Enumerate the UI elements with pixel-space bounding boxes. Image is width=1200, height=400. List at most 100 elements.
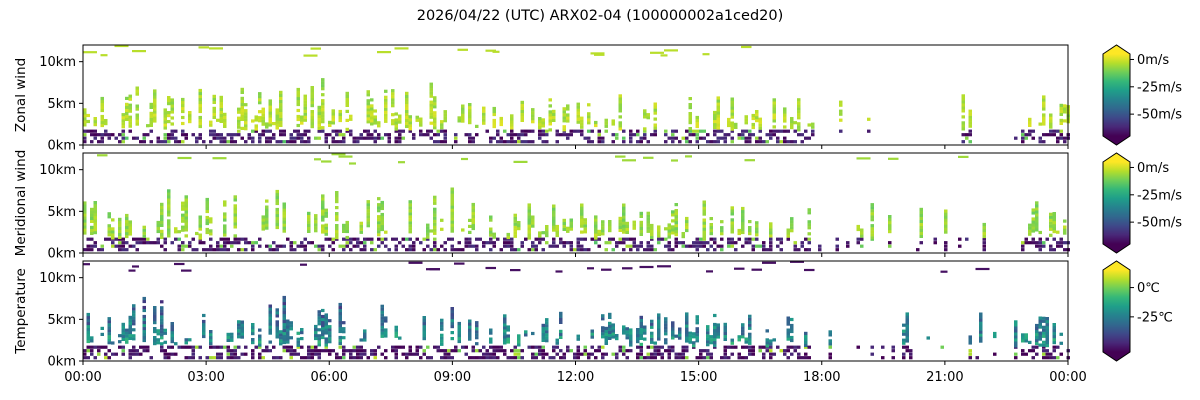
heatmap-cell <box>545 330 549 334</box>
heatmap-cell <box>160 315 164 319</box>
heatmap-cell <box>625 227 629 231</box>
heatmap-cell <box>968 121 972 125</box>
heatmap-cell <box>919 234 923 238</box>
heatmap-cell <box>909 356 913 360</box>
heatmap-cell <box>195 140 199 144</box>
heatmap-cell <box>569 224 573 228</box>
heatmap-cell <box>90 244 94 248</box>
heatmap-cell <box>1042 343 1046 347</box>
heatmap-cell <box>258 110 262 114</box>
heatmap-cell <box>464 244 468 248</box>
heatmap-cell <box>121 113 125 117</box>
heatmap-cell <box>181 129 185 133</box>
heatmap-cell <box>321 102 325 106</box>
heatmap-cell <box>408 115 412 119</box>
heatmap-cell <box>1063 248 1067 252</box>
heatmap-cell <box>107 329 111 333</box>
heatmap-cell <box>513 345 517 349</box>
heatmap-cell <box>520 100 524 104</box>
heatmap-cell <box>345 241 349 245</box>
heatmap-cell <box>552 207 556 211</box>
heatmap-cell <box>142 345 146 349</box>
heatmap-cell <box>170 101 174 105</box>
heatmap-cell <box>783 113 787 117</box>
heatmap-cell <box>275 332 279 336</box>
heatmap-cell <box>338 317 342 322</box>
heatmap-cell <box>139 352 143 356</box>
heatmap-cell <box>223 115 227 119</box>
heatmap-cell <box>639 223 643 227</box>
heatmap-cell <box>160 345 164 349</box>
heatmap-cell <box>468 106 472 110</box>
heatmap-cell <box>748 349 752 353</box>
heatmap-cell <box>657 225 661 229</box>
heatmap-cell <box>251 329 255 333</box>
heatmap-cell <box>142 136 146 140</box>
heatmap-cell <box>335 230 339 234</box>
heatmap-cell <box>576 120 580 124</box>
heatmap-cell <box>118 340 122 344</box>
heatmap-cell <box>338 338 342 343</box>
colorbar-extend-max <box>1103 45 1130 54</box>
heatmap-cell <box>569 248 573 252</box>
heatmap-cell <box>457 333 461 338</box>
heatmap-cell <box>671 330 675 334</box>
heatmap-cell <box>786 234 790 238</box>
heatmap-cell <box>692 332 696 336</box>
heatmap-cell <box>1038 322 1042 326</box>
heatmap-cell <box>562 356 566 360</box>
heatmap-cell <box>426 229 430 233</box>
heatmap-cell <box>765 338 769 342</box>
heatmap-cell <box>321 212 325 216</box>
heatmap-cell <box>506 334 510 338</box>
heatmap-cell <box>580 125 584 129</box>
heatmap-cell <box>93 123 97 127</box>
heatmap-cell <box>244 237 248 241</box>
heatmap-cell <box>492 124 496 129</box>
heatmap-cell <box>765 248 769 252</box>
heatmap-cell <box>464 345 468 349</box>
heatmap-cell <box>569 244 573 248</box>
heatmap-cell <box>408 237 412 241</box>
heatmap-cell <box>555 341 559 345</box>
heatmap-cell <box>160 217 164 221</box>
heatmap-cell <box>769 339 773 343</box>
heatmap-cell <box>461 157 468 161</box>
heatmap-cell <box>457 339 461 344</box>
heatmap-cell <box>233 216 237 220</box>
heatmap-cell <box>615 133 619 137</box>
heatmap-cell <box>569 349 573 353</box>
heatmap-cell <box>184 210 188 214</box>
heatmap-cell <box>268 310 272 314</box>
heatmap-cell <box>240 90 244 94</box>
heatmap-cell <box>587 267 594 270</box>
heatmap-cell <box>1035 213 1039 217</box>
heatmap-cell <box>639 214 643 218</box>
heatmap-cell <box>345 91 349 95</box>
heatmap-cell <box>370 241 374 245</box>
heatmap-cell <box>310 119 314 123</box>
heatmap-cell <box>331 136 335 140</box>
heatmap-cell <box>632 226 636 230</box>
heatmap-cell <box>132 328 136 332</box>
heatmap-cell <box>678 352 682 356</box>
heatmap-cell <box>128 356 132 360</box>
heatmap-cell <box>223 118 227 122</box>
heatmap-cell <box>380 221 384 226</box>
heatmap-cell <box>163 136 167 140</box>
heatmap-cell <box>1038 343 1042 347</box>
heatmap-cell <box>538 120 542 124</box>
heatmap-cell <box>394 136 398 140</box>
heatmap-cell <box>510 114 514 118</box>
heatmap-cell <box>776 237 780 241</box>
heatmap-cell <box>121 325 125 329</box>
heatmap-cell <box>191 248 195 252</box>
x-tick-label: 06:00 <box>311 370 348 385</box>
heatmap-cell <box>377 124 381 128</box>
heatmap-cell <box>198 115 202 120</box>
heatmap-cell <box>615 337 619 341</box>
heatmap-cell <box>107 136 111 140</box>
heatmap-cell <box>415 237 419 241</box>
heatmap-cell <box>730 224 734 228</box>
